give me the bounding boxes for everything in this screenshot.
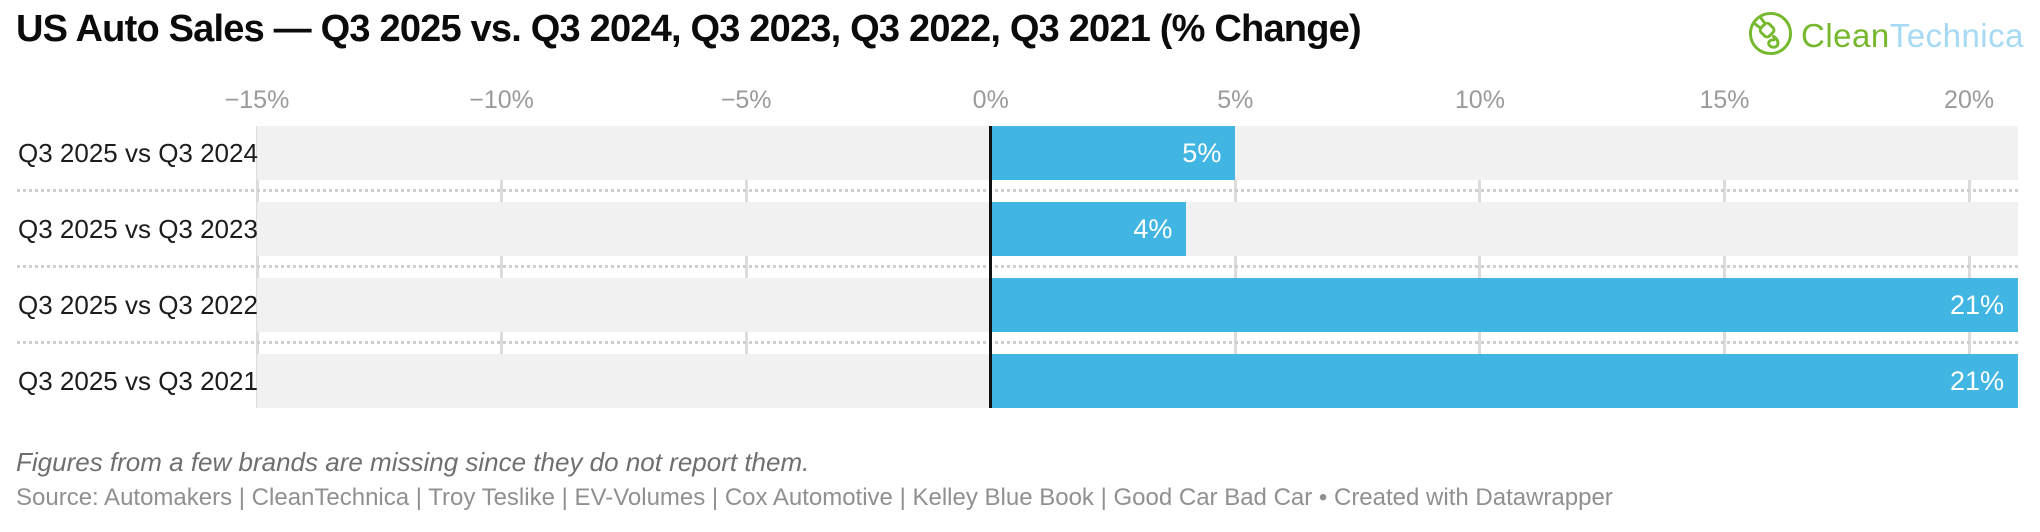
bar-value-label: 21% xyxy=(1949,366,2004,396)
x-axis-tick-label: −10% xyxy=(469,86,534,114)
x-axis-tick-label: −5% xyxy=(720,86,772,114)
bar xyxy=(990,278,2018,332)
x-axis-tick-label: 15% xyxy=(1699,86,1750,114)
row-separator xyxy=(17,189,2018,192)
bar-value-label: 21% xyxy=(1949,290,2004,320)
category-label: Q3 2025 vs Q3 2024 xyxy=(18,137,258,168)
x-axis-tick-label: 5% xyxy=(1217,86,1254,114)
cleantechnica-plug-icon xyxy=(1747,10,1794,62)
x-axis-tick-label: 0% xyxy=(972,86,1009,114)
bar-value-label: 5% xyxy=(1182,138,1222,168)
x-axis-tick-label: −15% xyxy=(224,86,290,114)
bar xyxy=(990,126,1236,180)
category-label: Q3 2025 vs Q3 2023 xyxy=(18,213,258,244)
chart-footnote: Figures from a few brands are missing si… xyxy=(16,447,810,477)
bar-value-label: 4% xyxy=(1133,214,1173,244)
category-label: Q3 2025 vs Q3 2022 xyxy=(18,289,258,320)
bar xyxy=(990,354,2018,408)
chart-source: Source: Automakers | CleanTechnica | Tro… xyxy=(16,484,1613,511)
row-separator xyxy=(17,341,2018,344)
zero-baseline xyxy=(989,126,993,408)
logo-text-technica: Technica xyxy=(1889,17,2024,54)
cleantechnica-logo[interactable]: CleanTechnica xyxy=(1747,10,2024,62)
chart-title: US Auto Sales — Q3 2025 vs. Q3 2024, Q3 … xyxy=(16,8,1362,50)
logo-wordmark: CleanTechnica xyxy=(1801,17,2024,55)
x-axis-tick-label: 10% xyxy=(1454,86,1505,114)
logo-text-clean: Clean xyxy=(1801,17,1890,54)
x-axis-tick-label: 20% xyxy=(1944,86,1995,114)
category-label: Q3 2025 vs Q3 2021 xyxy=(18,365,258,396)
row-separator xyxy=(17,265,2018,268)
bar xyxy=(990,202,1187,256)
